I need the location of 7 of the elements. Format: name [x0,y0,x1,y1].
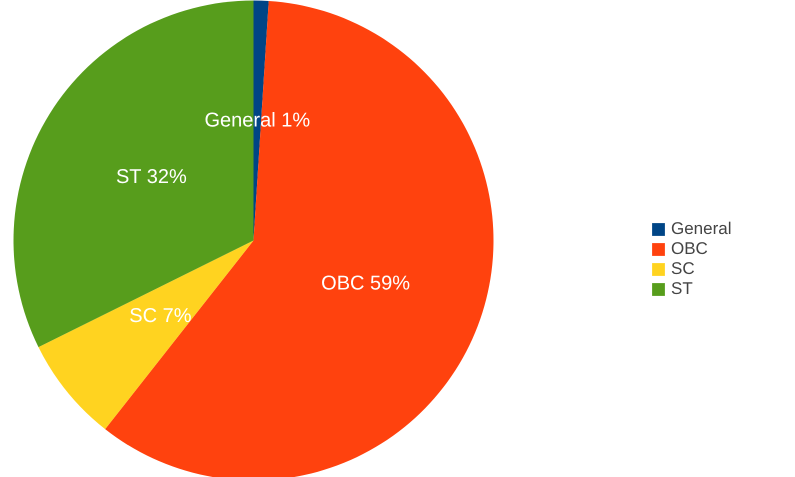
legend-label: ST [671,279,693,299]
data-label: SC 7% [129,305,192,328]
data-label: OBC 59% [321,272,410,294]
legend-label: OBC [671,239,708,259]
legend-label: General [671,219,732,239]
legend-label: SC [671,259,695,279]
data-label: ST 32% [116,166,187,188]
